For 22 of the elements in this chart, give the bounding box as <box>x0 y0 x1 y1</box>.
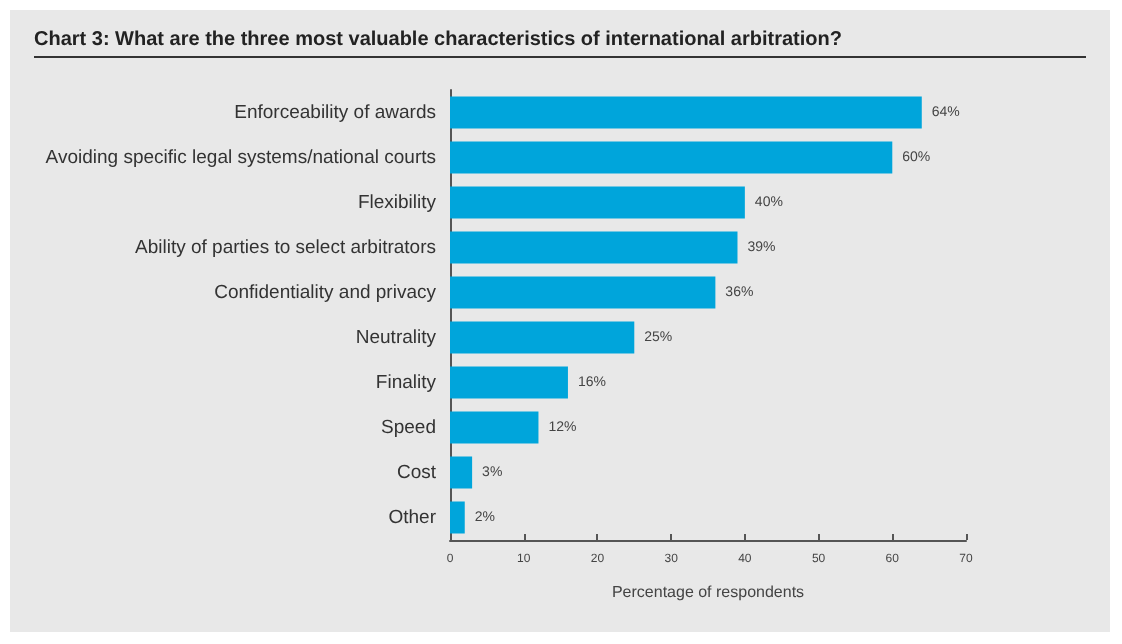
bar <box>450 186 745 219</box>
x-axis-title: Percentage of respondents <box>611 583 805 601</box>
bar <box>450 141 893 174</box>
chart-title: Chart 3: What are the three most valuable characteristics of international arbitration? <box>34 29 842 51</box>
bar <box>450 366 568 399</box>
bar <box>450 411 539 444</box>
y-tick-label: Finality <box>375 371 437 394</box>
bar <box>450 456 473 489</box>
bar <box>450 501 465 534</box>
y-tick-label: Neutrality <box>355 326 437 349</box>
bar <box>450 96 922 129</box>
y-tick-label: Enforceability of awards <box>234 101 437 124</box>
y-tick-label: Speed <box>381 416 436 439</box>
bar <box>450 231 738 264</box>
y-tick-label: Confidentiality and privacy <box>214 281 437 304</box>
y-tick-label: Other <box>388 506 436 529</box>
y-tick-label: Avoiding specific legal systems/national courts <box>45 146 437 169</box>
y-tick-label: Ability of parties to select arbitrators <box>135 236 437 259</box>
y-tick-label: Flexibility <box>357 191 437 214</box>
y-tick-label: Cost <box>396 461 437 484</box>
bar <box>450 276 716 309</box>
bar <box>450 321 635 354</box>
